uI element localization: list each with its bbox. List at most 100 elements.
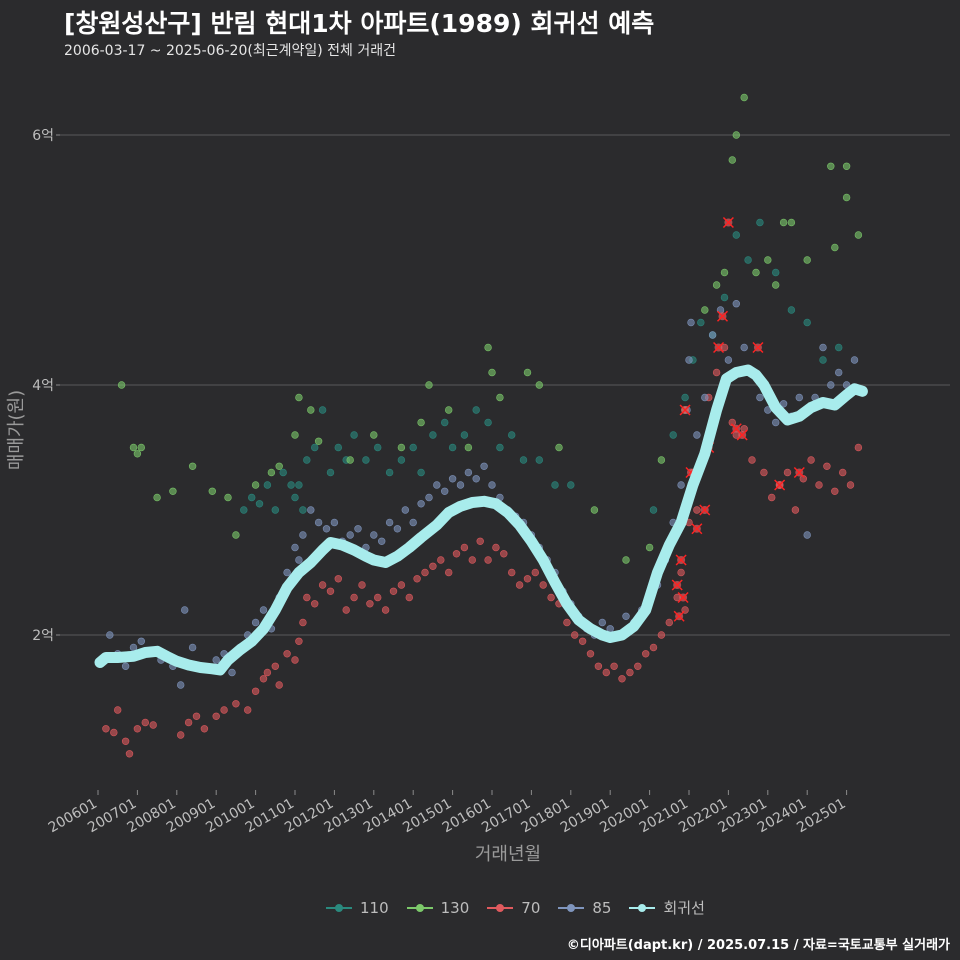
highlight-marker-16 xyxy=(793,466,805,479)
point-130-25 xyxy=(488,368,496,377)
point-70-21 xyxy=(283,650,291,658)
highlight-marker-3 xyxy=(677,591,689,604)
point-70-44 xyxy=(452,550,461,558)
point-85-25 xyxy=(299,531,307,539)
point-70-64 xyxy=(610,662,618,670)
point-85-13 xyxy=(212,656,220,664)
legend-item-130: 130 xyxy=(406,899,469,917)
point-70-16 xyxy=(251,687,260,695)
point-70-46 xyxy=(468,556,476,564)
point-85-37 xyxy=(393,525,402,533)
point-70-98 xyxy=(854,443,863,452)
point-110-31 xyxy=(519,456,528,464)
point-130-48 xyxy=(831,243,839,252)
point-130-2 xyxy=(133,450,142,458)
point-70-15 xyxy=(244,706,252,714)
point-85-66 xyxy=(622,612,630,620)
point-110-33 xyxy=(551,481,559,489)
source-caption: ©디아파트(dapt.kr) / 2025.07.15 / 자료=국토교통부 실… xyxy=(566,938,950,953)
point-130-39 xyxy=(732,131,740,139)
point-85-32 xyxy=(354,525,362,533)
point-130-26 xyxy=(496,393,504,402)
point-110-8 xyxy=(295,481,303,489)
highlight-marker-14 xyxy=(752,341,764,354)
point-70-70 xyxy=(657,631,666,639)
point-70-0 xyxy=(102,725,110,733)
point-110-16 xyxy=(350,431,358,439)
point-85-15 xyxy=(228,668,236,677)
point-85-42 xyxy=(433,481,441,489)
point-85-1 xyxy=(106,631,114,639)
point-70-65 xyxy=(618,675,626,683)
point-70-28 xyxy=(326,587,335,595)
point-70-2 xyxy=(113,706,122,714)
chart-subtitle: 2006-03-17 ~ 2025-06-20(최근계약일) 전체 거래건 xyxy=(64,43,396,59)
point-70-48 xyxy=(484,556,492,564)
point-85-77 xyxy=(693,431,701,439)
point-70-6 xyxy=(141,718,150,727)
regression-line xyxy=(94,364,868,676)
point-85-22 xyxy=(283,568,291,577)
point-130-19 xyxy=(397,443,406,452)
point-85-31 xyxy=(346,531,354,539)
legend-label: 85 xyxy=(592,898,612,917)
point-85-91 xyxy=(803,531,811,539)
point-70-92 xyxy=(807,456,815,464)
point-85-35 xyxy=(378,537,386,545)
legend-label: 70 xyxy=(521,898,541,917)
point-70-80 xyxy=(712,368,721,377)
legend-item-70: 70 xyxy=(487,899,540,917)
point-85-28 xyxy=(322,525,331,533)
regression-line-layer xyxy=(94,364,868,676)
point-70-43 xyxy=(445,568,453,577)
highlight-marker-2 xyxy=(675,554,687,566)
point-110-14 xyxy=(334,443,342,452)
point-70-41 xyxy=(429,562,437,570)
point-130-50 xyxy=(842,193,851,202)
point-130-7 xyxy=(208,487,217,495)
legend-item-85: 85 xyxy=(558,899,611,917)
point-110-4 xyxy=(271,506,279,514)
y-tick-labels: 2억 4억 6억 xyxy=(32,128,54,644)
point-110-12 xyxy=(318,406,327,414)
point-70-8 xyxy=(177,731,185,739)
point-70-59 xyxy=(570,631,579,639)
point-85-79 xyxy=(708,331,717,339)
point-130-51 xyxy=(854,231,863,239)
legend-item-reg: 회귀선 xyxy=(629,897,705,918)
point-130-29 xyxy=(555,443,563,452)
x-tick-labels: 2006012007012008012009012010012011012012… xyxy=(46,796,849,837)
highlight-marker-15 xyxy=(774,479,786,491)
point-70-77 xyxy=(693,506,701,514)
point-85-11 xyxy=(188,643,197,652)
point-110-30 xyxy=(508,431,516,439)
point-70-93 xyxy=(815,481,823,489)
point-130-41 xyxy=(752,268,760,277)
point-85-63 xyxy=(598,618,606,627)
legend-item-110: 110 xyxy=(326,899,389,917)
point-70-31 xyxy=(350,593,358,602)
point-85-47 xyxy=(472,475,480,483)
point-85-76 xyxy=(687,318,695,327)
point-110-7 xyxy=(291,493,299,502)
point-70-11 xyxy=(200,725,209,733)
legend-key-icon xyxy=(629,901,656,915)
point-70-35 xyxy=(381,606,390,614)
point-130-47 xyxy=(827,162,835,171)
point-70-4 xyxy=(125,750,134,758)
point-70-40 xyxy=(421,568,429,577)
point-130-30 xyxy=(590,506,599,514)
scatter-points xyxy=(98,93,863,758)
point-130-12 xyxy=(275,462,283,470)
point-85-38 xyxy=(401,506,409,514)
point-85-18 xyxy=(251,618,260,627)
point-110-34 xyxy=(567,481,575,489)
point-85-26 xyxy=(307,506,315,514)
point-110-28 xyxy=(484,418,492,427)
point-85-10 xyxy=(181,606,189,614)
point-85-23 xyxy=(291,543,299,552)
point-130-5 xyxy=(169,487,177,495)
point-70-19 xyxy=(271,662,279,670)
point-70-29 xyxy=(334,575,342,583)
legend-key-icon xyxy=(487,901,514,915)
